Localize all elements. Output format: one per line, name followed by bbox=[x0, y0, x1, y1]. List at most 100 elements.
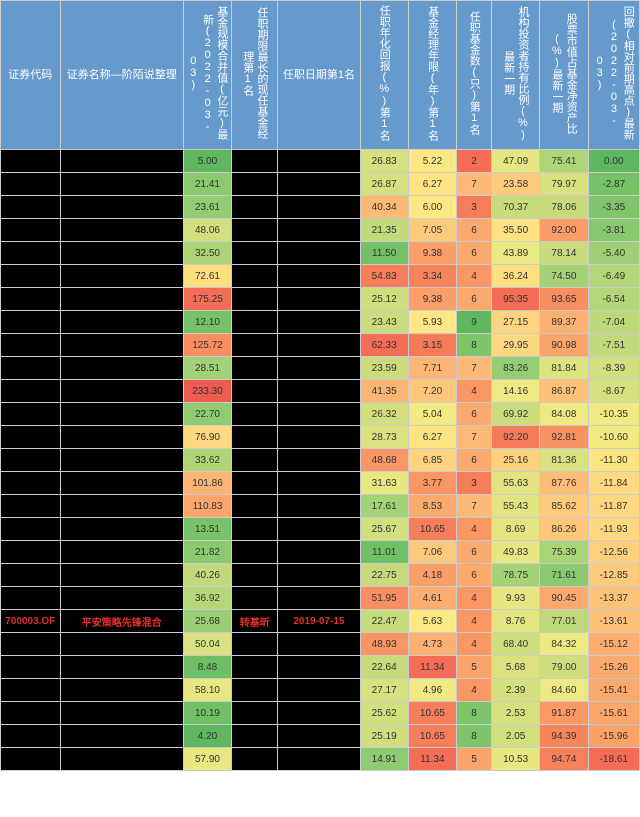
cell-code bbox=[1, 426, 61, 449]
col-header-1: 证券名称—阶陌说整理 bbox=[60, 1, 183, 150]
cell-manager bbox=[232, 380, 278, 403]
table-row: 36.9251.954.6149.9390.45-13.37 bbox=[1, 587, 640, 610]
cell-name bbox=[60, 449, 183, 472]
cell-metric-2: 3.34 bbox=[408, 265, 456, 288]
cell-metric-1: 41.35 bbox=[360, 380, 408, 403]
cell-metric-5: 90.45 bbox=[540, 587, 588, 610]
cell-date bbox=[278, 403, 360, 426]
cell-code bbox=[1, 173, 61, 196]
cell-metric-2: 6.27 bbox=[408, 426, 456, 449]
cell-code bbox=[1, 656, 61, 679]
cell-metric-4: 8.69 bbox=[492, 518, 540, 541]
cell-scale: 110.83 bbox=[183, 495, 231, 518]
col-header-3: 任职期限最长的现任基金经理第1名 bbox=[232, 1, 278, 150]
cell-manager bbox=[232, 748, 278, 771]
cell-metric-3: 4 bbox=[457, 633, 492, 656]
cell-metric-5: 79.00 bbox=[540, 656, 588, 679]
table-row: 700003.OF平安策略先锋混合25.68转基昕2019-07-1522.47… bbox=[1, 610, 640, 633]
cell-code bbox=[1, 288, 61, 311]
cell-metric-1: 51.95 bbox=[360, 587, 408, 610]
table-row: 28.5123.597.71783.2681.84-8.39 bbox=[1, 357, 640, 380]
cell-metric-5: 87.76 bbox=[540, 472, 588, 495]
cell-date bbox=[278, 495, 360, 518]
col-header-0: 证券代码 bbox=[1, 1, 61, 150]
cell-metric-5: 81.84 bbox=[540, 357, 588, 380]
cell-metric-4: 78.75 bbox=[492, 564, 540, 587]
cell-metric-4: 47.09 bbox=[492, 150, 540, 173]
cell-metric-4: 10.53 bbox=[492, 748, 540, 771]
cell-metric-1: 25.67 bbox=[360, 518, 408, 541]
cell-manager bbox=[232, 173, 278, 196]
cell-name bbox=[60, 495, 183, 518]
cell-metric-6: -13.37 bbox=[588, 587, 639, 610]
cell-metric-3: 7 bbox=[457, 173, 492, 196]
cell-scale: 13.51 bbox=[183, 518, 231, 541]
cell-metric-3: 4 bbox=[457, 265, 492, 288]
cell-metric-5: 85.62 bbox=[540, 495, 588, 518]
cell-name bbox=[60, 219, 183, 242]
col-header-4: 任职日期第1名 bbox=[278, 1, 360, 150]
cell-metric-2: 9.38 bbox=[408, 242, 456, 265]
cell-metric-4: 23.58 bbox=[492, 173, 540, 196]
cell-metric-2: 10.65 bbox=[408, 518, 456, 541]
cell-name bbox=[60, 656, 183, 679]
cell-metric-5: 75.41 bbox=[540, 150, 588, 173]
cell-name bbox=[60, 564, 183, 587]
cell-metric-3: 6 bbox=[457, 449, 492, 472]
cell-metric-4: 43.89 bbox=[492, 242, 540, 265]
cell-metric-3: 6 bbox=[457, 242, 492, 265]
cell-metric-6: -6.54 bbox=[588, 288, 639, 311]
cell-scale: 57.90 bbox=[183, 748, 231, 771]
cell-manager bbox=[232, 472, 278, 495]
cell-code bbox=[1, 196, 61, 219]
cell-metric-6: 0.00 bbox=[588, 150, 639, 173]
cell-metric-6: -3.81 bbox=[588, 219, 639, 242]
cell-metric-1: 25.12 bbox=[360, 288, 408, 311]
cell-scale: 76.90 bbox=[183, 426, 231, 449]
cell-metric-6: -5.40 bbox=[588, 242, 639, 265]
cell-code bbox=[1, 380, 61, 403]
cell-name bbox=[60, 403, 183, 426]
cell-code bbox=[1, 633, 61, 656]
cell-metric-5: 77.01 bbox=[540, 610, 588, 633]
cell-name bbox=[60, 288, 183, 311]
table-row: 10.1925.6210.6582.5391.87-15.61 bbox=[1, 702, 640, 725]
cell-manager bbox=[232, 679, 278, 702]
cell-metric-4: 55.43 bbox=[492, 495, 540, 518]
cell-metric-6: -7.04 bbox=[588, 311, 639, 334]
cell-date bbox=[278, 702, 360, 725]
cell-scale: 58.10 bbox=[183, 679, 231, 702]
cell-manager bbox=[232, 288, 278, 311]
cell-metric-6: -13.61 bbox=[588, 610, 639, 633]
table-row: 21.8211.017.06649.8375.39-12.56 bbox=[1, 541, 640, 564]
cell-name bbox=[60, 633, 183, 656]
cell-date bbox=[278, 449, 360, 472]
cell-metric-5: 78.06 bbox=[540, 196, 588, 219]
cell-metric-6: -12.85 bbox=[588, 564, 639, 587]
col-header-7: 任职基金数(只)第1名 bbox=[457, 1, 492, 150]
cell-metric-5: 93.65 bbox=[540, 288, 588, 311]
cell-metric-4: 83.26 bbox=[492, 357, 540, 380]
cell-date bbox=[278, 656, 360, 679]
cell-manager bbox=[232, 725, 278, 748]
cell-date bbox=[278, 426, 360, 449]
header-row: 证券代码证券名称—阶陌说整理基金规模合并值(亿元)最新(2022-03-03)任… bbox=[1, 1, 640, 150]
cell-date bbox=[278, 196, 360, 219]
cell-date: 2019-07-15 bbox=[278, 610, 360, 633]
table-row: 12.1023.435.93927.1589.37-7.04 bbox=[1, 311, 640, 334]
cell-metric-2: 5.93 bbox=[408, 311, 456, 334]
cell-metric-2: 7.20 bbox=[408, 380, 456, 403]
cell-metric-3: 6 bbox=[457, 541, 492, 564]
cell-metric-1: 54.83 bbox=[360, 265, 408, 288]
cell-metric-2: 5.22 bbox=[408, 150, 456, 173]
cell-scale: 36.92 bbox=[183, 587, 231, 610]
cell-date bbox=[278, 357, 360, 380]
cell-metric-4: 36.24 bbox=[492, 265, 540, 288]
table-row: 32.5011.509.38643.8978.14-5.40 bbox=[1, 242, 640, 265]
cell-manager bbox=[232, 656, 278, 679]
cell-metric-5: 86.87 bbox=[540, 380, 588, 403]
cell-metric-3: 6 bbox=[457, 403, 492, 426]
cell-code bbox=[1, 725, 61, 748]
cell-metric-1: 17.61 bbox=[360, 495, 408, 518]
cell-metric-2: 6.00 bbox=[408, 196, 456, 219]
